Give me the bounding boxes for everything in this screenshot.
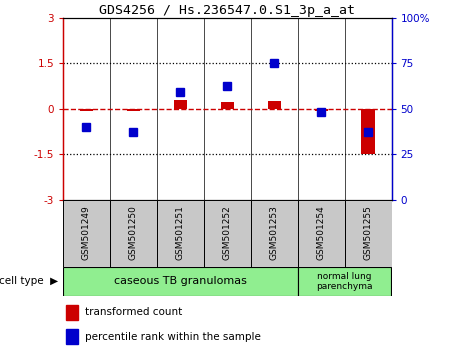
- Bar: [127, 109, 140, 111]
- Bar: [110, 200, 157, 267]
- Text: GSM501252: GSM501252: [223, 205, 232, 260]
- Text: normal lung
parenchyma: normal lung parenchyma: [316, 272, 373, 291]
- Bar: [63, 267, 297, 296]
- Text: transformed count: transformed count: [85, 307, 182, 317]
- Bar: [204, 200, 251, 267]
- Text: cell type  ▶: cell type ▶: [0, 276, 58, 286]
- Bar: [66, 329, 78, 344]
- Bar: [315, 109, 328, 111]
- Text: GSM501250: GSM501250: [129, 205, 138, 260]
- Text: percentile rank within the sample: percentile rank within the sample: [85, 332, 261, 342]
- Text: GSM501253: GSM501253: [270, 205, 279, 260]
- Text: GSM501254: GSM501254: [317, 205, 326, 260]
- Bar: [66, 305, 78, 320]
- Text: GSM501251: GSM501251: [176, 205, 185, 260]
- Bar: [297, 200, 345, 267]
- Bar: [268, 101, 281, 109]
- Bar: [157, 200, 204, 267]
- Bar: [361, 109, 374, 154]
- Bar: [63, 200, 110, 267]
- Title: GDS4256 / Hs.236547.0.S1_3p_a_at: GDS4256 / Hs.236547.0.S1_3p_a_at: [99, 4, 355, 17]
- Bar: [251, 200, 297, 267]
- Bar: [345, 200, 392, 267]
- Bar: [220, 102, 234, 109]
- Bar: [297, 267, 392, 296]
- Bar: [174, 100, 187, 109]
- Text: GSM501255: GSM501255: [364, 205, 373, 260]
- Text: caseous TB granulomas: caseous TB granulomas: [114, 276, 247, 286]
- Text: GSM501249: GSM501249: [82, 205, 91, 260]
- Bar: [80, 109, 93, 111]
